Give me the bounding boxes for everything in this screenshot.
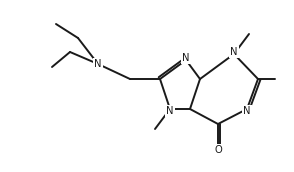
- Text: O: O: [214, 145, 222, 155]
- Text: N: N: [182, 53, 190, 63]
- Text: N: N: [166, 106, 174, 116]
- Text: N: N: [230, 47, 238, 57]
- Text: N: N: [94, 59, 102, 69]
- Text: N: N: [243, 106, 251, 116]
